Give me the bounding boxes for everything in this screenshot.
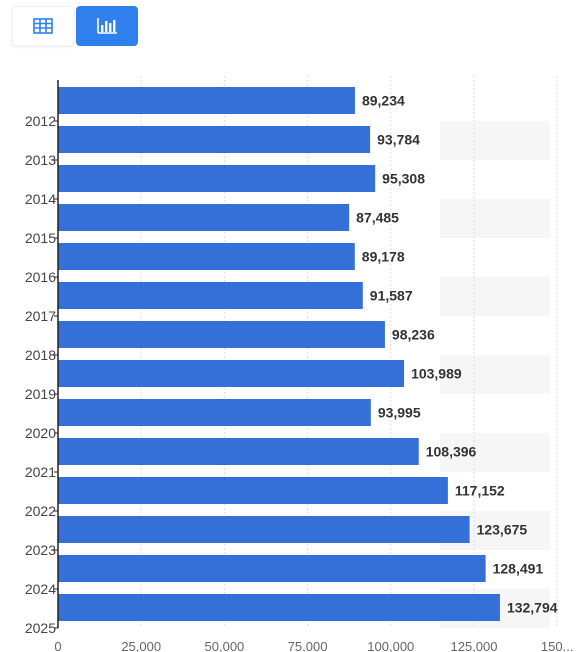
- x-tick-label: 100,000: [367, 639, 414, 652]
- value-label: 89,234: [362, 93, 405, 109]
- value-label: 103,989: [411, 366, 462, 382]
- bar-1: [58, 126, 371, 153]
- y-tick-label: 2019: [25, 386, 56, 402]
- y-tick-label: 2022: [25, 503, 56, 519]
- value-label: 95,308: [382, 171, 425, 187]
- value-label: 128,491: [493, 561, 544, 577]
- bar-10: [58, 477, 448, 504]
- bar-5: [58, 282, 363, 309]
- row-stripe: [440, 199, 550, 238]
- value-label: 108,396: [426, 444, 477, 460]
- value-label: 89,178: [362, 249, 405, 265]
- table-view-button[interactable]: [12, 6, 74, 46]
- value-label: 91,587: [370, 288, 413, 304]
- bar-13: [58, 594, 500, 621]
- y-tick-label: 2016: [25, 269, 56, 285]
- x-tick-label: 50,000: [205, 639, 245, 652]
- bar-3: [58, 204, 350, 231]
- bar-4: [58, 243, 355, 270]
- table-icon: [33, 18, 53, 34]
- y-tick-label: 2024: [25, 581, 56, 597]
- y-tick-label: 2025: [25, 620, 56, 636]
- x-tick-label: 150...: [541, 639, 574, 652]
- value-label: 93,784: [377, 132, 420, 148]
- row-stripe: [440, 121, 550, 160]
- value-label: 123,675: [477, 522, 528, 538]
- y-tick-label: 2020: [25, 425, 56, 441]
- y-tick-label: 2018: [25, 347, 56, 363]
- value-label: 132,794: [507, 600, 558, 616]
- y-tick-label: 2014: [25, 191, 56, 207]
- bar-7: [58, 360, 405, 387]
- x-tick-label: 0: [54, 639, 61, 652]
- bar-2: [58, 165, 376, 192]
- value-label: 98,236: [392, 327, 435, 343]
- value-label: 93,995: [378, 405, 421, 421]
- bar-6: [58, 321, 385, 348]
- y-tick-label: 2015: [25, 230, 56, 246]
- chart-view-button[interactable]: [76, 6, 138, 46]
- y-tick-label: 2013: [25, 152, 56, 168]
- bar-chart-icon: [97, 18, 117, 34]
- x-tick-label: 25,000: [121, 639, 161, 652]
- y-tick-label: 2017: [25, 308, 56, 324]
- y-tick-label: 2012: [25, 113, 56, 129]
- bar-11: [58, 516, 470, 543]
- x-tick-label: 75,000: [288, 639, 328, 652]
- x-tick-label: 125,000: [451, 639, 498, 652]
- row-stripe: [440, 355, 550, 394]
- view-toggle: [12, 6, 138, 46]
- y-tick-label: 2023: [25, 542, 56, 558]
- row-stripe: [440, 277, 550, 316]
- bar-0: [58, 87, 355, 114]
- bar-12: [58, 555, 486, 582]
- value-label: 87,485: [356, 210, 399, 226]
- row-stripe: [440, 433, 550, 472]
- bar-8: [58, 399, 371, 426]
- value-label: 117,152: [455, 483, 505, 499]
- bar-9: [58, 438, 419, 465]
- y-tick-label: 2021: [25, 464, 56, 480]
